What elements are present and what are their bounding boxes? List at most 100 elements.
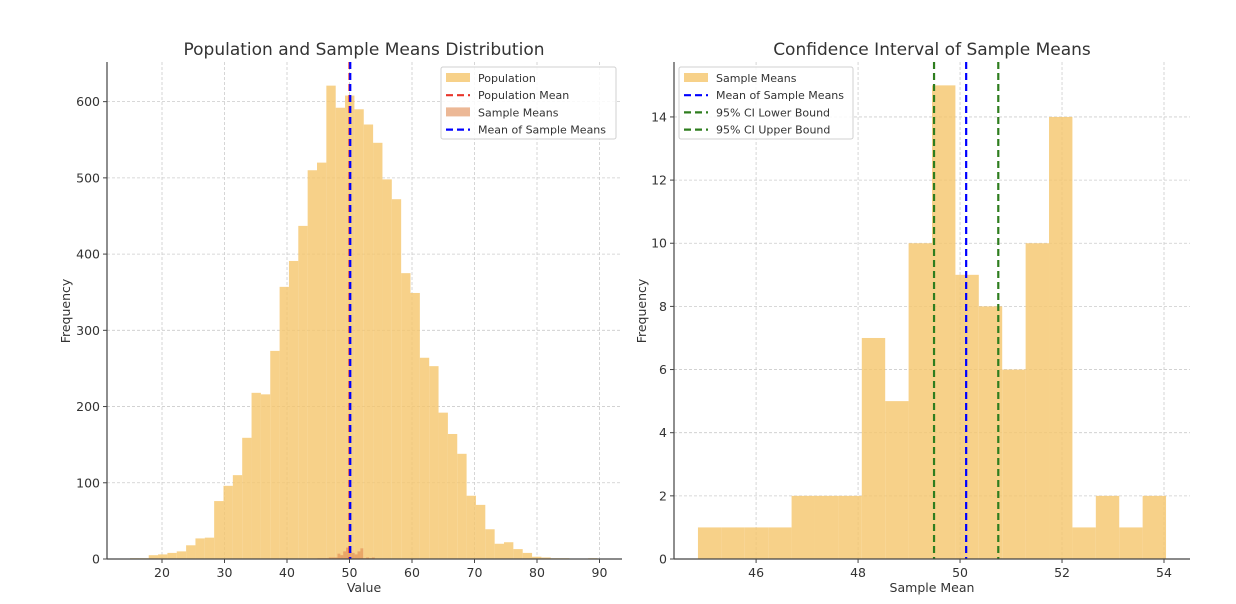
sample-means-bar bbox=[331, 557, 335, 559]
sample-means-bar bbox=[1072, 527, 1096, 559]
legend-label: Sample Means bbox=[716, 72, 797, 85]
population-bar bbox=[307, 170, 317, 560]
population-bar bbox=[354, 109, 364, 559]
population-bar bbox=[288, 260, 299, 559]
y-tick-label: 500 bbox=[76, 170, 100, 185]
population-bar bbox=[485, 529, 495, 559]
population-bar bbox=[522, 552, 533, 559]
sample-means-bar bbox=[1002, 369, 1026, 559]
sample-means-bar bbox=[814, 495, 839, 559]
population-bar bbox=[148, 555, 159, 559]
left-population-bars bbox=[130, 85, 598, 560]
right-y-axis-label: Frequency bbox=[634, 278, 649, 343]
population-bar bbox=[335, 107, 346, 559]
x-tick-label: 40 bbox=[279, 565, 295, 580]
x-tick-label: 48 bbox=[850, 565, 866, 580]
left-legend: Population Population Mean Sample Means Mea… bbox=[440, 66, 617, 140]
x-tick-label: 30 bbox=[217, 565, 233, 580]
sample-means-bar bbox=[697, 527, 722, 559]
sample-means-bar bbox=[1025, 243, 1050, 559]
sample-means-bar bbox=[908, 243, 932, 559]
sample-means-bar bbox=[838, 495, 862, 559]
sample-means-bar bbox=[721, 527, 745, 559]
population-bar bbox=[186, 545, 196, 559]
population-bar bbox=[223, 485, 233, 559]
y-tick-label: 14 bbox=[651, 109, 667, 124]
x-tick-label: 80 bbox=[529, 565, 545, 580]
population-bar bbox=[447, 433, 458, 559]
population-bar bbox=[232, 475, 243, 559]
population-bar bbox=[298, 225, 308, 559]
population-bar bbox=[317, 162, 327, 559]
population-bar bbox=[513, 549, 523, 559]
population-bar bbox=[270, 350, 280, 559]
population-bar bbox=[504, 542, 514, 559]
legend-label: 95% CI Lower Bound bbox=[716, 106, 830, 119]
population-bar bbox=[475, 504, 486, 559]
population-bar bbox=[532, 556, 542, 559]
population-bar bbox=[195, 538, 205, 559]
population-bar bbox=[158, 554, 168, 559]
x-tick-label: 60 bbox=[404, 565, 420, 580]
sample-means-bar bbox=[357, 551, 361, 559]
x-tick-label: 54 bbox=[1156, 565, 1172, 580]
x-tick-label: 70 bbox=[467, 565, 483, 580]
sample-means-bar bbox=[337, 553, 341, 559]
population-bar bbox=[373, 142, 383, 560]
population-bar bbox=[176, 551, 187, 559]
legend-label: Population bbox=[478, 72, 536, 85]
population-bar bbox=[438, 412, 448, 559]
x-tick-label: 50 bbox=[342, 565, 358, 580]
sample-means-bar bbox=[1119, 527, 1143, 559]
sample-means-bar bbox=[1142, 495, 1167, 559]
right-axes bbox=[673, 62, 1190, 560]
sample-means-bar bbox=[885, 401, 909, 559]
legend-label: Mean of Sample Means bbox=[716, 89, 844, 102]
x-tick-label: 20 bbox=[154, 565, 170, 580]
population-bar bbox=[279, 286, 289, 559]
left-chart-title: Population and Sample Means Distribution bbox=[183, 40, 544, 60]
y-tick-label: 400 bbox=[76, 247, 100, 262]
population-bar bbox=[167, 552, 177, 559]
population-bar bbox=[242, 437, 252, 559]
y-tick-label: 6 bbox=[659, 362, 667, 377]
sample-means-bar bbox=[366, 557, 370, 559]
y-tick-label: 0 bbox=[659, 552, 667, 567]
y-tick-label: 200 bbox=[76, 399, 100, 414]
population-bar bbox=[251, 392, 261, 559]
y-tick-label: 100 bbox=[76, 475, 100, 490]
y-tick-label: 0 bbox=[92, 552, 100, 567]
y-tick-label: 12 bbox=[651, 173, 667, 188]
legend-label: Mean of Sample Means bbox=[478, 124, 606, 137]
sample-means-bar bbox=[343, 551, 347, 559]
population-bar bbox=[401, 273, 411, 559]
x-tick-label: 46 bbox=[748, 565, 764, 580]
x-tick-label: 50 bbox=[952, 565, 968, 580]
legend-label: Sample Means bbox=[478, 106, 559, 119]
legend-box bbox=[440, 66, 617, 140]
population-bar bbox=[204, 537, 215, 559]
y-tick-label: 600 bbox=[76, 94, 100, 109]
sample-means-bar bbox=[978, 306, 1003, 559]
y-tick-label: 300 bbox=[76, 323, 100, 338]
population-bar bbox=[466, 495, 476, 559]
sample-means-bar bbox=[1049, 116, 1073, 559]
sample-means-legend-swatch bbox=[446, 107, 470, 117]
x-tick-label: 90 bbox=[592, 565, 608, 580]
sample-means-bar bbox=[744, 527, 769, 559]
sample-means-bar bbox=[1095, 495, 1120, 559]
legend-box bbox=[678, 66, 854, 140]
population-bar bbox=[410, 292, 420, 559]
population-bar bbox=[363, 124, 374, 559]
sample-means-bar bbox=[346, 547, 349, 559]
y-tick-label: 8 bbox=[659, 299, 667, 314]
left-y-axis-label: Frequency bbox=[58, 278, 73, 343]
right-sample-means-bars bbox=[697, 85, 1167, 560]
population-bar bbox=[494, 543, 504, 559]
y-tick-label: 10 bbox=[651, 236, 667, 251]
sample-means-bar bbox=[371, 557, 375, 559]
population-bar bbox=[429, 366, 439, 559]
